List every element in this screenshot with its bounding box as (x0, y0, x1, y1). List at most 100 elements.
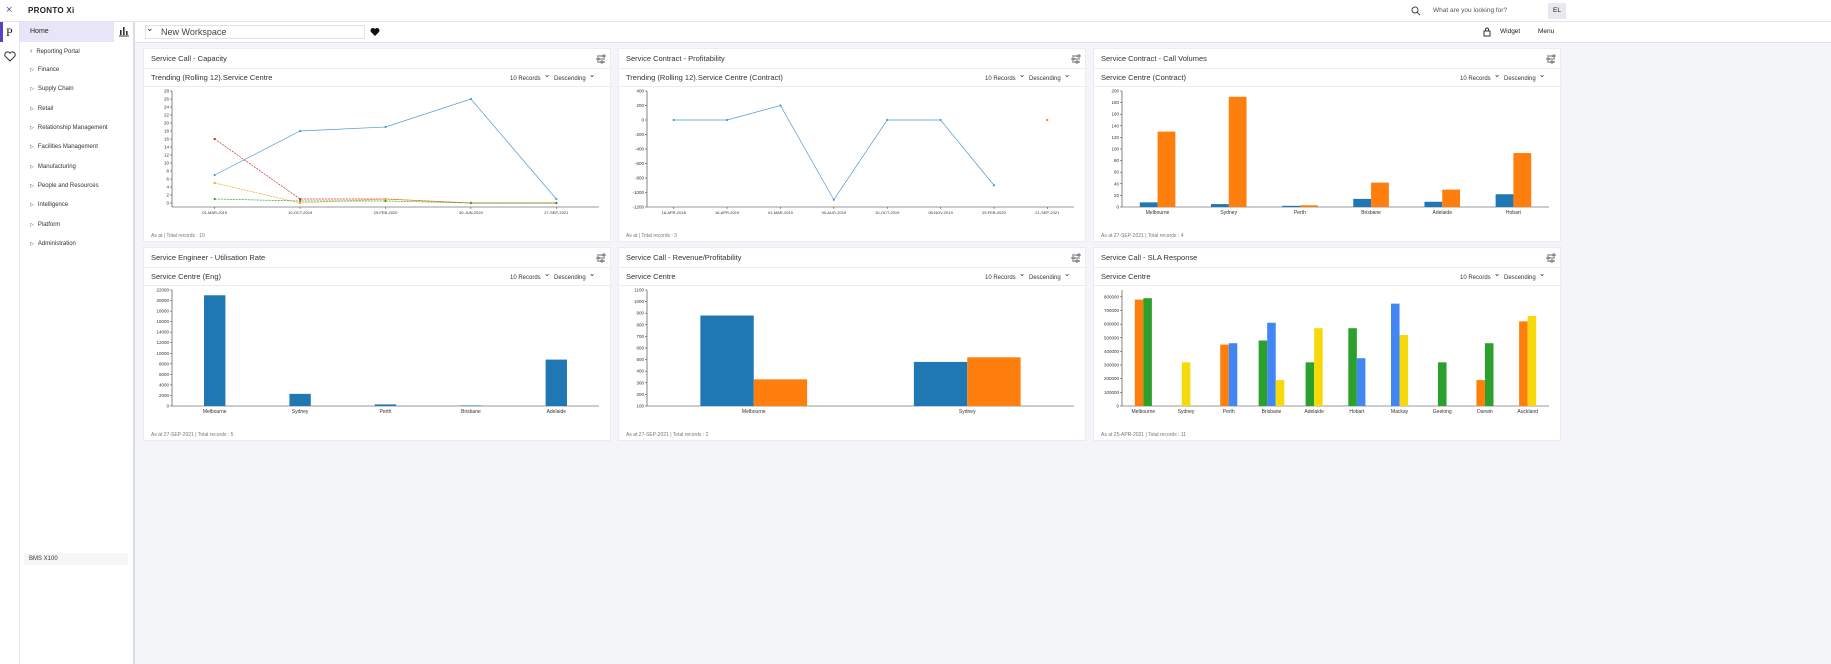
sidebar: Home Reporting Portal Finance Supply Cha… (20, 22, 135, 664)
nav-item[interactable]: Supply Chain (30, 86, 74, 92)
order-dropdown[interactable]: Descending (1504, 272, 1545, 281)
settings-icon[interactable] (1546, 54, 1556, 64)
nav-item[interactable]: Finance (30, 67, 59, 73)
widget: Service Contract - Profitability Trending… (618, 48, 1087, 242)
order-dropdown[interactable]: Descending (1029, 73, 1070, 82)
home-tab[interactable] (20, 22, 114, 42)
x-tick-label: Adelaide (1304, 409, 1324, 415)
nav-item[interactable]: Reporting Portal (30, 48, 79, 55)
nav-item[interactable]: Retail (30, 106, 53, 112)
widget-button[interactable]: Widget (1500, 28, 1521, 35)
series-point (555, 201, 558, 205)
header-rule (144, 68, 612, 69)
series-point (213, 137, 216, 141)
nav-item[interactable]: Platform (30, 222, 60, 228)
bar (1267, 322, 1276, 406)
x-tick-label: Brisbane (461, 409, 481, 415)
header-rule (619, 267, 1087, 268)
records-dropdown[interactable]: 10 Records (985, 73, 1025, 82)
widget-title: Service Call - SLA Response (1101, 253, 1198, 262)
order-dropdown[interactable]: Descending (1504, 73, 1545, 82)
lock-icon[interactable] (1483, 27, 1491, 37)
records-dropdown[interactable]: 10 Records (1460, 272, 1500, 281)
x-tick-label: 27-SEP-2021 (544, 210, 569, 215)
x-tick-label: Melbourne (742, 409, 766, 415)
settings-icon[interactable] (596, 253, 606, 263)
y-tick-label: 300 (636, 380, 644, 385)
records-dropdown[interactable]: 10 Records (510, 73, 550, 82)
nav-item[interactable]: Administration (30, 241, 76, 247)
series-point (992, 184, 996, 187)
nav-item[interactable]: People and Resources (30, 183, 99, 189)
y-tick-label: 800 (636, 322, 644, 327)
bar (967, 357, 1021, 406)
x-tick-label: Melbourne (203, 409, 227, 415)
search-icon[interactable] (1411, 6, 1421, 16)
x-tick-label: Adelaide (547, 409, 567, 415)
nav-item[interactable]: Facilities Management (30, 144, 98, 150)
records-dropdown[interactable]: 10 Records (510, 272, 550, 281)
y-tick-label: 6000 (159, 372, 170, 377)
favourite-button[interactable] (370, 27, 380, 37)
records-dropdown[interactable]: 10 Records (985, 272, 1025, 281)
chart: 0 100000 200000 300000 400000 500000 600000 700… (1104, 290, 1549, 415)
x-tick-label: Perth (1294, 210, 1306, 216)
bar (1134, 299, 1144, 406)
logo[interactable]: P (6, 25, 13, 39)
widget-footer: As at | Total records : 3 (626, 233, 677, 239)
settings-icon[interactable] (1071, 253, 1081, 263)
y-tick-label: 200000 (1104, 376, 1120, 381)
chart: 100 200 300 400 500 600 700 800 900 1000 1100 Melbo… (634, 288, 1074, 415)
y-tick-label: 0 (641, 118, 644, 123)
bar (1513, 153, 1532, 207)
settings-icon[interactable] (1071, 54, 1081, 64)
nav-item[interactable]: Manufacturing (30, 164, 76, 170)
series-line (214, 98, 557, 200)
y-tick-label: 20000 (156, 298, 169, 303)
order-dropdown[interactable]: Descending (554, 73, 595, 82)
header-rule (619, 68, 1087, 69)
y-tick-label: -1200 (632, 205, 644, 210)
search-input[interactable]: What are you looking for? (1433, 7, 1508, 14)
widget: Service Call - Capacity Trending (Rolling… (143, 48, 612, 242)
widget: Service Call - SLA Response Service Centr… (1093, 247, 1562, 441)
y-tick-label: 60 (1114, 170, 1120, 175)
nav-item[interactable]: Intelligence (30, 202, 68, 208)
series-point (469, 97, 472, 101)
order-dropdown[interactable]: Descending (554, 272, 595, 281)
header-rule (619, 285, 1087, 286)
home-label[interactable]: Home (30, 28, 49, 35)
settings-icon[interactable] (1546, 253, 1556, 263)
nav-item[interactable]: Relationship Management (30, 125, 108, 131)
y-tick-label: 20 (164, 121, 170, 126)
dashboard-icon[interactable] (119, 26, 130, 37)
y-tick-label: 14000 (156, 330, 169, 335)
icon-knob (1550, 259, 1554, 263)
user-avatar[interactable]: EL (1548, 3, 1566, 19)
widget-subtitle: Service Centre (626, 272, 676, 281)
x-tick-label: Melbourne (1132, 409, 1156, 415)
widget-title: Service Call - Revenue/Profitability (626, 253, 742, 262)
x-tick-label: Perth (380, 409, 392, 415)
icon-knob (1071, 256, 1075, 260)
favourites-icon[interactable] (4, 51, 16, 62)
series-point (384, 125, 387, 129)
bar (1519, 321, 1528, 406)
bar (1275, 380, 1285, 406)
menu-button[interactable]: Menu (1538, 28, 1555, 35)
workspace-name[interactable]: New Workspace (161, 27, 227, 37)
y-tick-label: 4000 (159, 382, 170, 387)
close-button[interactable]: × (6, 4, 13, 16)
order-dropdown[interactable]: Descending (1029, 272, 1070, 281)
y-tick-label: 900 (636, 311, 644, 316)
series-point (384, 199, 387, 203)
y-tick-label: 0 (1116, 205, 1119, 210)
settings-icon[interactable] (596, 54, 606, 64)
records-dropdown[interactable]: 10 Records (1460, 73, 1500, 82)
collapse-chevron[interactable]: ⌄ (146, 23, 154, 33)
chart: 0 20 40 60 80 100 120 140 160 180 200 Melbourne Sydn… (1111, 89, 1549, 216)
x-tick-label: 08-NOV-2019 (928, 210, 953, 215)
x-tick-label: 16-APR-2018 (662, 210, 687, 215)
workspace-input[interactable] (145, 25, 365, 39)
